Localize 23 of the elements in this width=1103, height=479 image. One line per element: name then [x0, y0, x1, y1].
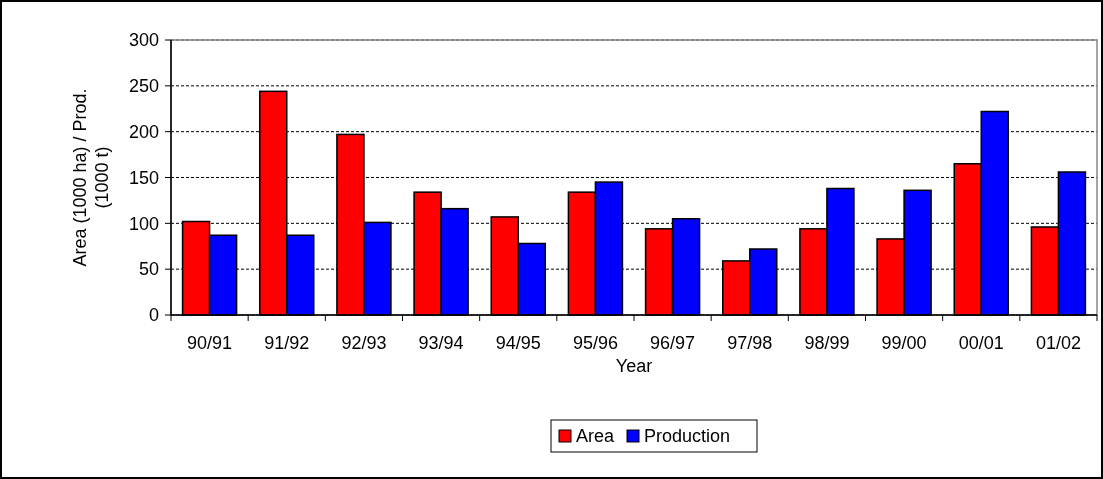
y-tick-label: 50: [138, 259, 159, 280]
x-tick-label: 99/00: [881, 333, 927, 354]
legend-label: Production: [644, 426, 731, 447]
x-tick-label: 96/97: [650, 333, 696, 354]
y-tick-label: 150: [128, 167, 159, 188]
x-tick-label: 00/01: [958, 333, 1004, 354]
x-tick-label: 94/95: [495, 333, 541, 354]
x-tick-label: 98/99: [804, 333, 850, 354]
y-tick-label: 300: [128, 30, 159, 51]
x-tick-label: 91/92: [264, 333, 310, 354]
x-tick-label: 95/96: [572, 333, 618, 354]
x-axis-title: Year: [615, 356, 653, 376]
y-axis-title: Area (1000 ha) / Prod. (1000 t): [70, 88, 112, 267]
x-tick-label: 01/02: [1035, 333, 1081, 354]
x-tick-label: 97/98: [727, 333, 773, 354]
y-tick-label: 100: [128, 213, 159, 234]
x-tick-label: 92/93: [341, 333, 387, 354]
legend-label: Area: [576, 426, 616, 447]
y-tick-label: 250: [128, 76, 159, 97]
x-tick-label: 93/94: [418, 333, 464, 354]
x-tick-label: 90/91: [187, 333, 233, 354]
y-tick-label: 200: [128, 121, 159, 142]
y-tick-label: 0: [148, 305, 159, 326]
